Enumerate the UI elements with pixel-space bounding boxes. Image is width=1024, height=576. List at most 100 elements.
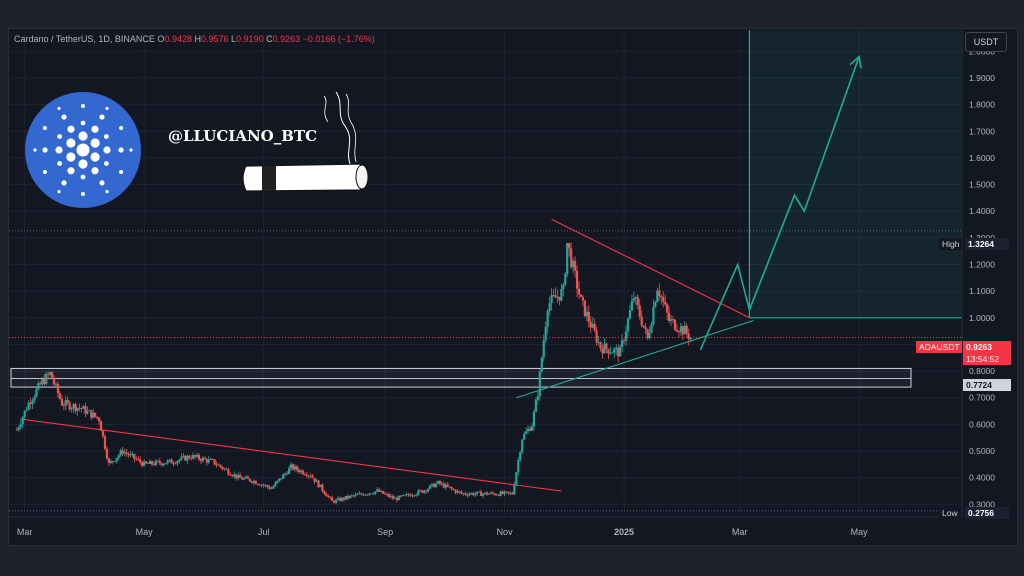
- candle-body: [125, 452, 128, 454]
- candle-body: [188, 456, 191, 459]
- candle-body: [568, 243, 571, 249]
- logo-dot: [57, 106, 61, 111]
- cardano-logo: [25, 92, 141, 208]
- candle-body: [289, 464, 293, 469]
- logo-dot: [57, 189, 61, 194]
- candle-body: [620, 340, 624, 347]
- price-tick-label: 1.9000: [969, 73, 995, 83]
- price-tick-label: 0.6000: [969, 419, 995, 429]
- candle-body: [111, 461, 114, 462]
- chart-panel[interactable]: [8, 28, 1018, 546]
- candle-body: [27, 402, 30, 410]
- logo-dot: [66, 138, 76, 148]
- candle-body: [644, 327, 647, 329]
- candle-body: [493, 493, 496, 495]
- cigar-icon: [242, 91, 369, 192]
- candle-body: [68, 402, 71, 410]
- candle-body: [307, 475, 310, 477]
- candle-body: [113, 461, 116, 463]
- candle-body: [176, 461, 179, 464]
- candle-body: [186, 456, 189, 461]
- candle-body: [483, 492, 487, 494]
- candle-body: [237, 475, 240, 479]
- candle-body: [82, 406, 85, 409]
- candle-body: [123, 452, 126, 454]
- price-tick-label: 1.8000: [969, 100, 995, 110]
- last-price-tag: 0.9263: [963, 341, 1011, 353]
- candle-body: [436, 480, 440, 484]
- candle-body: [70, 408, 73, 410]
- candle-body: [668, 312, 671, 321]
- candle-body: [346, 496, 349, 499]
- candle-body: [331, 497, 334, 502]
- candle-body: [468, 494, 471, 496]
- candle-body: [31, 400, 34, 405]
- candle-body: [395, 498, 398, 501]
- candle-body: [683, 325, 686, 335]
- price-tick-label: 1.5000: [969, 180, 995, 190]
- candle-body: [452, 488, 455, 490]
- candle-body: [423, 490, 426, 493]
- candle-body: [160, 463, 163, 466]
- candle-body: [566, 243, 569, 274]
- candle-body: [286, 473, 289, 475]
- candle-body: [43, 379, 46, 384]
- candle-body: [49, 372, 52, 375]
- candle-body: [268, 486, 271, 489]
- symbol-tag: ADAUSDT: [916, 341, 962, 353]
- candle-body: [666, 304, 669, 313]
- candle-body: [456, 490, 459, 493]
- candle-body: [66, 400, 69, 403]
- candle-body: [244, 476, 248, 479]
- candle-body: [434, 483, 438, 488]
- projection-arrowhead: [849, 55, 862, 69]
- candle-body: [319, 484, 322, 488]
- candle-body: [478, 491, 481, 493]
- candle-body: [270, 488, 273, 490]
- candle-body: [607, 349, 610, 354]
- candle-body: [101, 430, 105, 437]
- high-value: 0.9576: [200, 34, 229, 44]
- candle-body: [481, 493, 485, 496]
- candle-body: [17, 427, 20, 430]
- candle-body: [372, 493, 375, 495]
- candle-body: [288, 468, 291, 474]
- logo-dot: [91, 125, 99, 133]
- candle-body: [184, 455, 187, 461]
- candle-body: [146, 463, 150, 464]
- candle-body: [593, 323, 596, 331]
- candle-body: [342, 497, 346, 500]
- candle-body: [595, 330, 598, 343]
- currency-button[interactable]: USDT: [965, 32, 1007, 52]
- candle-body: [382, 490, 385, 494]
- candle-body: [466, 494, 469, 496]
- candle-body: [501, 491, 504, 494]
- candle-body: [685, 325, 688, 334]
- candle-body: [544, 326, 547, 341]
- candle-body: [642, 325, 645, 328]
- candle-body: [448, 486, 451, 488]
- candle-body: [446, 484, 449, 487]
- price-tick-label: 1.3000: [969, 233, 995, 243]
- zone-price-tag: 0.7724: [963, 379, 1011, 391]
- open-label: O: [157, 34, 165, 44]
- candle-body: [45, 373, 48, 384]
- logo-dot: [81, 104, 85, 108]
- candle-body: [378, 489, 381, 492]
- candle-body: [581, 296, 585, 301]
- candle-body: [47, 373, 50, 375]
- candle-body: [617, 347, 620, 357]
- candle-body: [356, 494, 359, 496]
- candle-body: [438, 480, 442, 484]
- candle-body: [636, 296, 639, 306]
- candle-body: [385, 493, 389, 495]
- candle-body: [450, 487, 453, 489]
- candle-body: [240, 477, 244, 480]
- candle-body: [321, 484, 324, 491]
- candle-body: [489, 492, 492, 494]
- candle-body: [60, 398, 63, 406]
- candle-body: [182, 455, 185, 457]
- logo-dot: [91, 167, 99, 175]
- candle-body: [336, 498, 340, 500]
